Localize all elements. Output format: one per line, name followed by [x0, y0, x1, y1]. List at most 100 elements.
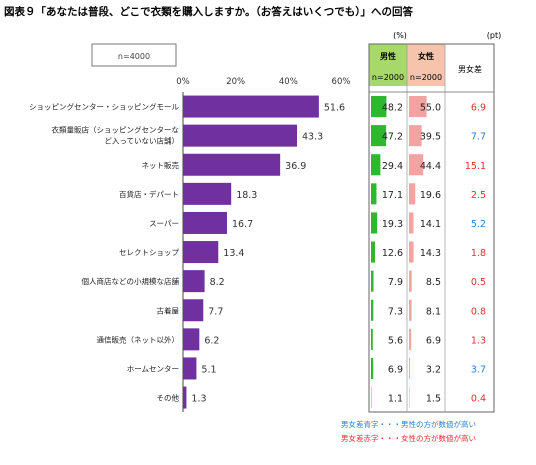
male-value: 48.2 — [382, 103, 403, 114]
female-value: 14.3 — [420, 248, 441, 259]
male-value: 19.3 — [382, 219, 403, 230]
female-value: 8.1 — [426, 306, 441, 317]
male-value: 47.2 — [382, 132, 403, 143]
gender-diff-value: 15.1 — [465, 161, 486, 172]
female-value-bar — [409, 299, 412, 321]
category-label: その他 — [157, 393, 180, 403]
gender-diff-value: 3.7 — [471, 364, 486, 375]
category-label: ホームセンター — [127, 364, 179, 373]
male-n-cell — [369, 66, 407, 86]
bar — [183, 182, 232, 205]
male-value-bar — [371, 183, 377, 205]
category-label: スーパー — [149, 219, 179, 228]
bar — [183, 211, 227, 234]
bar-series: 51.6 43.3 36.9 18.3 16.7 13.4 8.2 7.7 6.2 5.1 1.3 — [183, 95, 345, 409]
male-header — [369, 44, 407, 66]
bar — [183, 270, 205, 293]
male-value: 6.9 — [388, 364, 403, 375]
x-axis-ticks: 0% 20% 40% 60% — [176, 77, 350, 87]
male-value: 12.6 — [382, 248, 403, 259]
female-value-bar — [409, 270, 412, 292]
bar — [183, 299, 204, 322]
category-label: 古着屋 — [157, 305, 180, 315]
female-value: 55.0 — [420, 103, 441, 114]
table-unit-percent: (%) — [393, 31, 407, 40]
female-header — [407, 44, 445, 66]
female-value-bar — [409, 241, 414, 263]
x-tick-label: 60% — [332, 77, 351, 87]
male-value-bar — [371, 96, 387, 118]
bar — [183, 153, 281, 176]
female-value: 19.6 — [420, 190, 441, 201]
bar-value-label: 36.9 — [285, 161, 306, 172]
bar-value-label: 8.2 — [210, 277, 225, 288]
gender-diff-value: 1.3 — [471, 335, 486, 346]
bar — [183, 328, 200, 351]
male-value-bar — [371, 357, 374, 379]
male-value: 29.4 — [382, 161, 403, 172]
female-value-bar — [409, 125, 422, 147]
bar-value-label: 51.6 — [324, 103, 345, 114]
female-value: 39.5 — [420, 132, 441, 143]
female-value-bar — [409, 96, 427, 118]
male-value: 1.1 — [388, 394, 403, 405]
category-label: 衣類量販店（ショッピングセンターな — [52, 125, 180, 135]
female-value: 6.9 — [426, 335, 441, 346]
gender-diff-value: 0.4 — [471, 394, 486, 405]
male-header-label: 男性 — [380, 51, 396, 61]
female-value: 8.5 — [426, 277, 441, 288]
sample-size-label: n=4000 — [118, 52, 150, 61]
bar-value-label: 13.4 — [223, 248, 244, 259]
male-value-bar — [371, 241, 376, 263]
male-value: 7.3 — [388, 306, 403, 317]
male-n-label: n=2000 — [372, 73, 404, 82]
category-label: 百貨店・デパート — [119, 189, 179, 199]
table-unit-pt: (pt) — [487, 31, 501, 40]
female-value-bar — [409, 328, 412, 350]
category-label: 通信販売（ネット以外） — [97, 334, 180, 344]
bar-value-label: 1.3 — [191, 394, 206, 405]
male-value-bar — [371, 154, 381, 176]
x-tick-label: 20% — [226, 77, 245, 87]
female-value-bar — [409, 212, 414, 234]
female-n-cell — [407, 66, 445, 86]
sample-size-box — [91, 43, 177, 67]
male-value-bar — [371, 328, 373, 350]
female-value-bar — [409, 357, 411, 379]
category-label: ネット販売 — [142, 160, 180, 170]
bar — [183, 95, 319, 118]
bar-value-label: 43.3 — [302, 132, 323, 143]
gender-diff-value: 6.9 — [471, 103, 486, 114]
note-red: 男女差赤字・・・女性の方が数値が高い — [341, 433, 476, 443]
male-value: 5.6 — [388, 335, 403, 346]
female-header-label: 女性 — [418, 51, 434, 61]
category-label: セレクトショップ — [119, 248, 179, 257]
diff-header-label: 男女差 — [458, 64, 482, 74]
table-frame — [368, 43, 495, 413]
category-label: 個人商店などの小規模な店舗 — [82, 276, 180, 286]
female-value: 1.5 — [426, 394, 441, 405]
chart-title: 図表９「あなたは普段、どこで衣類を購入しますか。（お答えはいくつでも）」への回答 — [4, 5, 413, 18]
category-labels: ショッピングセンター・ショッピングモール衣類量販店（ショッピングセンターなど入っ… — [29, 102, 179, 403]
male-value: 17.1 — [382, 190, 403, 201]
gender-diff-value: 0.5 — [471, 277, 486, 288]
bar-value-label: 7.7 — [208, 306, 223, 317]
bar-value-label: 16.7 — [232, 219, 253, 230]
note-blue: 男女差青字・・・男性の方が数値が高い — [341, 419, 476, 429]
male-value-bar — [371, 270, 374, 292]
gender-diff-value: 1.8 — [471, 248, 486, 259]
female-value-bar — [409, 154, 424, 176]
gender-diff-value: 5.2 — [471, 219, 486, 230]
gender-diff-value: 0.8 — [471, 306, 486, 317]
bar-value-label: 6.2 — [204, 335, 219, 346]
female-n-label: n=2000 — [410, 73, 442, 82]
bar — [183, 357, 197, 380]
female-value: 3.2 — [426, 364, 441, 375]
gender-diff-value: 2.5 — [471, 190, 486, 201]
female-value: 14.1 — [420, 219, 441, 230]
bar — [183, 386, 187, 409]
x-tick-label: 0% — [176, 77, 190, 87]
category-label: ショッピングセンター・ショッピングモール — [29, 102, 179, 112]
bar — [183, 124, 298, 147]
